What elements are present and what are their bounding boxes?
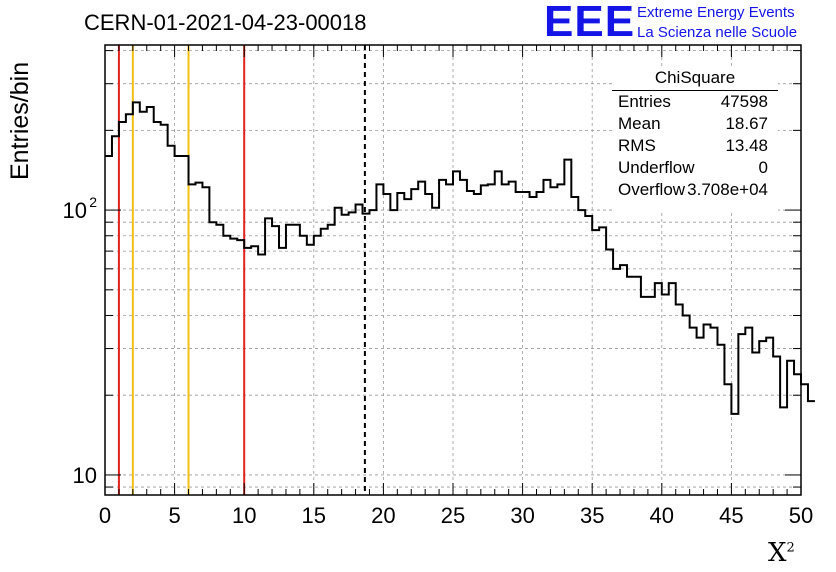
x-tick-label: 40 [650, 503, 674, 528]
stats-value: 47598 [720, 92, 768, 111]
x-axis-label: X2 [768, 538, 795, 568]
x-tick-label: 0 [99, 503, 111, 528]
x-tick-label: 20 [371, 503, 395, 528]
stats-box-divider [612, 90, 778, 91]
stats-label: Entries [618, 92, 671, 111]
stats-box-name: ChiSquare [654, 68, 736, 87]
y-tick-label: 10 [63, 198, 87, 223]
x-tick-label: 25 [441, 503, 465, 528]
x-tick-label: 15 [302, 503, 326, 528]
stats-row-mean: Mean 18.67 [618, 114, 772, 136]
stats-row-underflow: Underflow 0 [618, 158, 772, 180]
stats-label: Underflow [618, 158, 695, 177]
x-tick-label: 45 [719, 503, 743, 528]
x-axis-label-superscript: 2 [786, 540, 795, 556]
stats-row-rms: RMS 13.48 [618, 136, 772, 158]
chart-title: CERN-01-2021-04-23-00018 [84, 10, 367, 35]
y-tick-label-superscript: 2 [89, 194, 97, 210]
stats-value: 18.67 [725, 114, 768, 133]
x-tick-label: 35 [580, 503, 604, 528]
x-tick-label: 50 [789, 503, 813, 528]
stats-value: 0 [758, 158, 768, 177]
histogram-line [105, 101, 815, 415]
stats-box: ChiSquare Entries 47598 Mean 18.67 RMS 1… [612, 68, 778, 212]
x-tick-label: 10 [232, 503, 256, 528]
x-tick-label: 5 [168, 503, 180, 528]
stats-row-entries: Entries 47598 [618, 92, 772, 114]
stats-row-overflow: Overflow 3.708e+04 [618, 180, 772, 202]
eee-logo: EEE [544, 0, 636, 46]
y-axis-label: Entries/bin [6, 61, 34, 180]
x-axis-label-base: X [768, 538, 787, 568]
eee-subtitle-line2: La Scienza nelle Scuole [637, 24, 798, 41]
eee-subtitle-line1: Extreme Energy Events [637, 4, 795, 21]
stats-label: Overflow [618, 180, 686, 199]
x-tick-label: 30 [510, 503, 534, 528]
stats-value: 3.708e+04 [687, 180, 768, 199]
stats-label: RMS [618, 136, 656, 155]
stats-value: 13.48 [725, 136, 768, 155]
y-tick-label: 10 [73, 463, 97, 488]
stats-label: Mean [618, 114, 661, 133]
